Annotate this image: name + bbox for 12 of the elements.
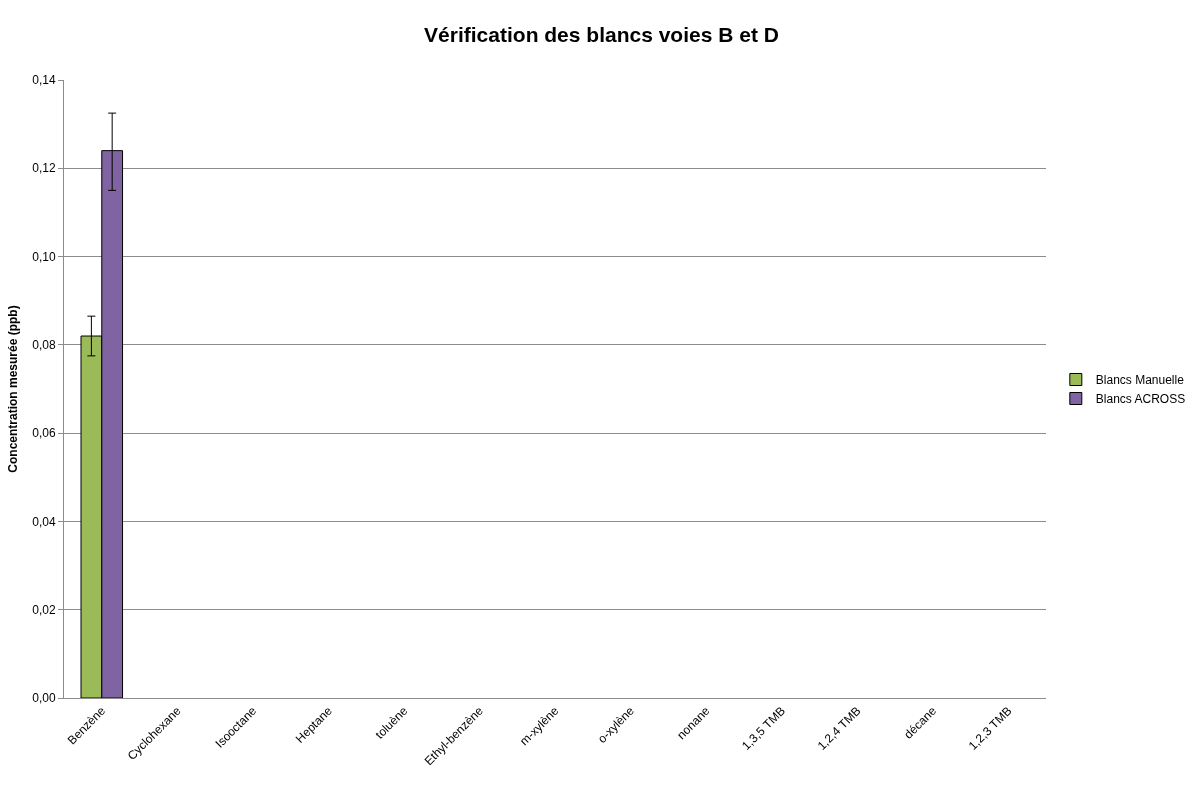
legend-label: Blancs Manuelle [1095,373,1185,388]
legend-label: Blancs ACROSS [1095,392,1186,407]
y-tick-label: 0,04 [32,514,56,529]
y-tick-label: 0,14 [32,73,56,88]
y-tick-label: 0,10 [32,249,56,264]
chart-title: Vérification des blancs voies B et D [424,23,779,47]
y-tick-label: 0,12 [32,161,56,176]
y-tick-label: 0,06 [32,426,56,441]
y-tick-label: 0,02 [32,602,56,617]
y-tick-label: 0,08 [32,338,56,353]
y-axis-title: Concentration mesurée (ppb) [5,305,20,473]
y-tick-label: 0,00 [32,691,56,706]
